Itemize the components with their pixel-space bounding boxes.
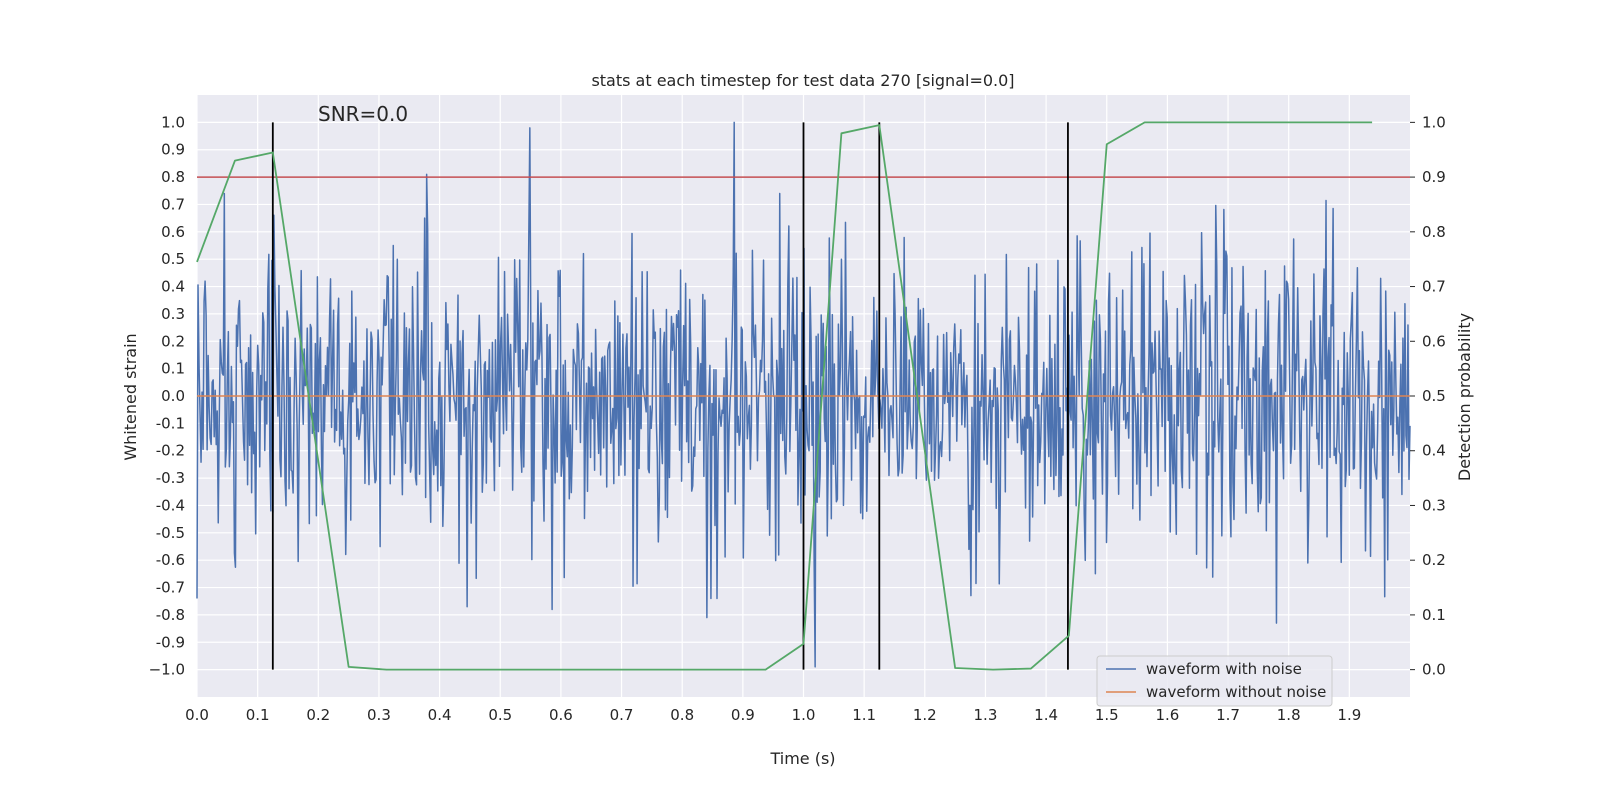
y-tick-label: -0.4 bbox=[156, 496, 185, 514]
legend-box bbox=[1096, 655, 1333, 707]
x-tick-label: 0.6 bbox=[549, 706, 573, 724]
x-tick-label: 1.1 bbox=[852, 706, 876, 724]
y2-tick-label: 0.5 bbox=[1422, 387, 1446, 405]
y-tick-label: -0.6 bbox=[156, 551, 185, 569]
x-tick-label: 1.0 bbox=[792, 706, 816, 724]
x-axis-label: Time (s) bbox=[769, 749, 835, 768]
y-tick-label: -0.9 bbox=[156, 633, 185, 651]
legend-label-noisy: waveform with noise bbox=[1146, 660, 1302, 678]
y2-tick-label: 0.8 bbox=[1422, 223, 1446, 241]
y-tick-label: 0.7 bbox=[161, 195, 185, 213]
y-tick-label: -0.7 bbox=[156, 579, 185, 597]
legend-label-clean: waveform without noise bbox=[1146, 683, 1326, 701]
x-tick-label: 1.8 bbox=[1277, 706, 1301, 724]
y-tick-label: 0.8 bbox=[161, 168, 185, 186]
y-axis-label: Whitened strain bbox=[121, 333, 140, 460]
y-tick-label: -0.8 bbox=[156, 606, 185, 624]
x-axis-ticks: 0.0 0.1 0.2 0.3 0.4 0.5 0.6 0.7 0.8 0.9 1.0 1.1 1.2 1… bbox=[185, 706, 1361, 724]
detection-probability-line bbox=[196, 121, 1373, 671]
x-tick-label: 0.4 bbox=[428, 706, 452, 724]
y2-tick-label: 0.9 bbox=[1422, 168, 1446, 186]
y-tick-label: -0.2 bbox=[156, 442, 185, 460]
y-tick-label: -0.3 bbox=[156, 469, 185, 487]
vertical-markers bbox=[271, 122, 1069, 670]
x-tick-label: 1.6 bbox=[1155, 706, 1179, 724]
y-tick-label: −1.0 bbox=[149, 661, 185, 679]
y2-tick-label: 0.6 bbox=[1422, 332, 1446, 350]
series-detection-probability bbox=[196, 121, 1373, 671]
y2-axis-label: Detection probability bbox=[1455, 313, 1474, 481]
y2-tick-label: 0.2 bbox=[1422, 551, 1446, 569]
y2-tick-label: 0.7 bbox=[1422, 278, 1446, 296]
y2-tick-label: 0.3 bbox=[1422, 496, 1446, 514]
y2-tick-label: 0.4 bbox=[1422, 442, 1446, 460]
x-tick-label: 1.2 bbox=[913, 706, 937, 724]
y2-axis-ticks: 1.0 0.9 0.8 0.7 0.6 0.5 0.4 0.3 0.2 0.1 0.0 bbox=[1410, 113, 1446, 679]
y-tick-label: 0.9 bbox=[161, 141, 185, 159]
x-tick-label: 0.2 bbox=[306, 706, 330, 724]
x-tick-label: 0.3 bbox=[367, 706, 391, 724]
x-tick-label: 0.0 bbox=[185, 706, 209, 724]
y-tick-label: 0.6 bbox=[161, 223, 185, 241]
y2-tick-label: 1.0 bbox=[1422, 113, 1446, 131]
x-tick-label: 1.9 bbox=[1337, 706, 1361, 724]
y-tick-label: 0.3 bbox=[161, 305, 185, 323]
y2-tick-label: 0.0 bbox=[1422, 661, 1446, 679]
x-tick-label: 1.3 bbox=[974, 706, 998, 724]
y-tick-label: 0.4 bbox=[161, 278, 185, 296]
x-tick-label: 0.8 bbox=[670, 706, 694, 724]
y-tick-label: 0.2 bbox=[161, 332, 185, 350]
y-tick-label: -0.5 bbox=[156, 524, 185, 542]
y-tick-label: 0.5 bbox=[161, 250, 185, 268]
x-tick-label: 1.4 bbox=[1034, 706, 1058, 724]
y-tick-label: -0.1 bbox=[156, 414, 185, 432]
y-tick-label: 1.0 bbox=[161, 113, 185, 131]
y-axis-ticks: 1.0 0.9 0.8 0.7 0.6 0.5 0.4 0.3 0.2 0.1 0.0 -0.1 -0.… bbox=[149, 113, 185, 678]
y-tick-label: 0.1 bbox=[161, 360, 185, 378]
chart-title: stats at each timestep for test data 270… bbox=[591, 71, 1014, 90]
legend: waveform with noise waveform without noi… bbox=[1096, 655, 1333, 707]
y-tick-label: 0.0 bbox=[161, 387, 185, 405]
x-tick-label: 1.5 bbox=[1095, 706, 1119, 724]
x-tick-label: 0.1 bbox=[246, 706, 270, 724]
x-tick-label: 0.5 bbox=[488, 706, 512, 724]
y2-tick-label: 0.1 bbox=[1422, 606, 1446, 624]
x-tick-label: 0.7 bbox=[610, 706, 634, 724]
x-tick-label: 1.7 bbox=[1216, 706, 1240, 724]
x-tick-label: 0.9 bbox=[731, 706, 755, 724]
snr-annotation: SNR=0.0 bbox=[318, 102, 408, 126]
